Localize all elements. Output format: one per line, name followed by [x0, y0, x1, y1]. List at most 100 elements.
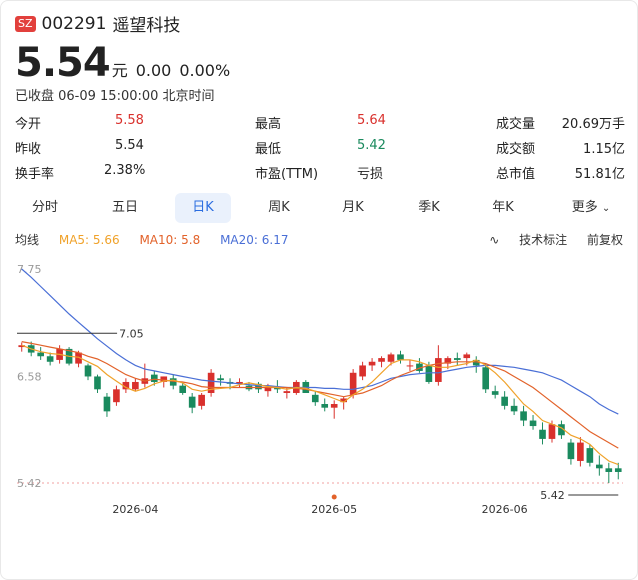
candle-body — [463, 354, 471, 359]
candle-body — [37, 352, 44, 357]
stock-header: SZ 002291 遥望科技 — [15, 11, 180, 36]
candle-body — [188, 396, 196, 408]
stat-value: 20.69万手 — [561, 117, 625, 132]
y-tick-label: 5.42 — [17, 477, 42, 490]
stat-value: 亏损 — [357, 167, 384, 182]
stat-label: 成交量 — [496, 117, 536, 132]
event-dot — [331, 494, 337, 500]
tab-monthly-k[interactable]: 月K — [342, 200, 364, 215]
adjust-button[interactable]: 前复权 — [586, 233, 623, 247]
stock-name: 遥望科技 — [112, 16, 181, 36]
stats-grid: 今开 5.58 最高 5.64 成交量 20.69万手 昨收 5.54 最低 5… — [15, 113, 625, 188]
y-tick-label: 6.58 — [17, 370, 42, 383]
candle-body — [539, 429, 546, 439]
stat-label: 总市值 — [496, 167, 536, 182]
stat-label: 最高 — [255, 117, 282, 132]
candle-body — [520, 411, 527, 421]
candle-body — [340, 398, 347, 403]
candle-body — [236, 381, 243, 384]
candle-body — [406, 365, 414, 367]
stat-label: 最低 — [255, 142, 282, 157]
candle-body — [321, 404, 329, 408]
candle-body — [501, 396, 508, 406]
candle-body — [444, 358, 452, 364]
candle-body — [132, 381, 139, 390]
candle-body — [283, 391, 291, 393]
tab-five-day[interactable]: 五日 — [111, 200, 138, 215]
candle-body — [94, 376, 101, 390]
stat-value: 5.58 — [115, 113, 144, 128]
price-unit: 元 — [111, 61, 128, 80]
candle-body — [160, 376, 168, 382]
candle-body — [207, 372, 215, 393]
candle-body — [416, 363, 423, 371]
stats-row: 换手率 2.38% 市盈(TTM) 亏损 总市值 51.81亿 — [15, 163, 625, 188]
ma20-value: MA20: 6.17 — [220, 233, 289, 247]
candle-body — [472, 359, 480, 366]
price-change-pct: 0.00% — [179, 61, 231, 80]
stats-row: 昨收 5.54 最低 5.42 成交额 1.15亿 — [15, 138, 625, 163]
candle-body — [18, 345, 26, 348]
candle-body — [435, 358, 442, 382]
candle-body — [359, 365, 366, 377]
ma5-value: MA5: 5.66 — [58, 233, 120, 247]
indicator-button[interactable]: ∿ 技术标注 — [473, 233, 571, 247]
candle-body — [46, 356, 54, 362]
min-marker-label: 5.42 — [540, 489, 565, 502]
indicator-label: 技术标注 — [519, 233, 568, 247]
current-price: 5.54 — [15, 40, 111, 86]
candle-body — [169, 378, 177, 386]
ma10-value: MA10: 5.8 — [139, 233, 201, 247]
ma-legend: 均线 MA5: 5.66 MA10: 5.8 MA20: 6.17 — [15, 231, 625, 248]
candle-body — [255, 383, 262, 390]
tab-more[interactable]: 更多 ⌄ — [557, 193, 625, 223]
candle-body — [264, 387, 272, 392]
tab-weekly-k[interactable]: 周K — [268, 200, 290, 215]
candle-body — [387, 354, 395, 362]
tab-daily-k[interactable]: 日K — [175, 193, 231, 223]
price-change: 0.00 — [135, 61, 172, 80]
candle-body — [274, 387, 281, 390]
candle-body — [349, 372, 357, 395]
candle-body — [330, 404, 338, 408]
candle-body — [198, 394, 205, 406]
candle-body — [558, 424, 565, 436]
stat-value: 5.54 — [115, 138, 144, 153]
tab-quarterly-k[interactable]: 季K — [418, 200, 440, 215]
chart-tools: ∿ 技术标注 前复权 — [457, 231, 623, 248]
tab-intraday[interactable]: 分时 — [31, 200, 58, 215]
market-status: 已收盘 06-09 15:00:00 北京时间 — [15, 89, 215, 104]
chevron-down-icon: ⌄ — [601, 203, 611, 214]
price-row: 5.54 元 0.00 0.00% — [15, 41, 238, 85]
candle-body — [567, 442, 575, 460]
candle-body — [368, 361, 376, 366]
candlestick-chart[interactable]: 7.75 6.58 5.42 7.05 5.42 2026-04 2026-05 2026-0… — [1, 251, 638, 531]
candle-body — [453, 358, 461, 360]
indicator-icon: ∿ — [489, 233, 500, 247]
x-date-label: 2026-06 — [482, 503, 528, 516]
candle-body — [311, 394, 319, 403]
candle-body — [113, 389, 120, 403]
tab-yearly-k[interactable]: 年K — [492, 200, 514, 215]
candle-body — [150, 374, 158, 382]
x-date-label: 2026-05 — [311, 503, 357, 516]
candle-body — [548, 424, 556, 439]
stat-label: 市盈(TTM) — [255, 167, 319, 182]
candle-body — [84, 365, 92, 377]
stat-label: 今开 — [15, 117, 42, 132]
ma5-line — [21, 344, 619, 466]
candle-body — [179, 385, 187, 393]
ma20-line — [21, 268, 619, 415]
stat-value: 1.15亿 — [583, 142, 625, 157]
candle-body — [510, 405, 518, 412]
market-badge: SZ — [15, 15, 36, 32]
candle-body — [529, 420, 537, 427]
candle-body — [425, 365, 433, 382]
candle-body — [75, 352, 82, 364]
candle-body — [217, 378, 224, 381]
ma10-line — [21, 341, 619, 449]
candle-body — [596, 464, 603, 469]
stats-row: 今开 5.58 最高 5.64 成交量 20.69万手 — [15, 113, 625, 138]
stat-value: 51.81亿 — [574, 167, 625, 182]
candle-body — [577, 442, 584, 461]
